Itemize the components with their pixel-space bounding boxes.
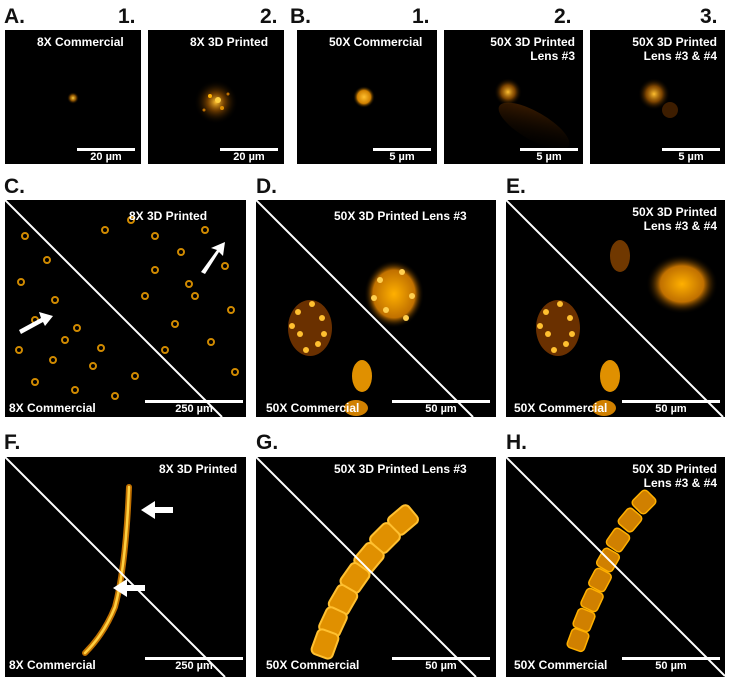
panel-label-h: H.	[506, 431, 527, 454]
caption-a1: 8X Commercial	[37, 35, 124, 49]
caption-d-bottom: 50X Commercial	[266, 401, 360, 415]
caption-b1: 50X Commercial	[329, 35, 423, 49]
scale-bar-b2: 5 µm	[520, 148, 580, 164]
fluorescence-image	[256, 457, 477, 677]
caption-e-bottom: 50X Commercial	[514, 401, 608, 415]
scale-bar-a1: 20 µm	[77, 148, 137, 164]
caption-c-bottom: 8X Commercial	[9, 401, 96, 415]
panel-g-image: 50X 3D Printed Lens #3 50X Commercial 50…	[256, 457, 496, 677]
panel-number-a2: 2.	[260, 5, 278, 28]
fluorescence-image	[5, 457, 226, 677]
caption-d-top: 50X 3D Printed Lens #3	[334, 209, 467, 223]
fluorescence-image	[638, 78, 678, 118]
fluorescence-image	[494, 78, 570, 150]
caption-h-top: 50X 3D Printed Lens #3 & #4	[632, 462, 717, 490]
panel-label-c: C.	[4, 175, 25, 198]
panel-a1-image: 8X Commercial 20 µm	[5, 30, 141, 164]
fluorescence-image	[353, 86, 375, 108]
caption-a2: 8X 3D Printed	[190, 35, 269, 49]
scale-bar-e: 50 µm	[622, 400, 722, 417]
panel-number-b3: 3.	[700, 5, 718, 28]
panel-b1-image: 50X Commercial 5 µm	[297, 30, 437, 164]
caption-b2: 50X 3D Printed Lens #3	[490, 35, 575, 63]
panel-e-image: 50X 3D Printed Lens #3 & #4 50X Commerci…	[506, 200, 725, 417]
scale-bar-g: 50 µm	[392, 657, 492, 674]
panel-b2-image: 50X 3D Printed Lens #3 5 µm	[444, 30, 583, 164]
caption-c-top: 8X 3D Printed	[129, 209, 208, 223]
scale-bar-b1: 5 µm	[373, 148, 433, 164]
panel-label-d: D.	[256, 175, 277, 198]
fluorescence-image	[194, 80, 238, 124]
fluorescence-image	[256, 200, 474, 417]
panel-label-f: F.	[4, 431, 21, 454]
scale-bar-b3: 5 µm	[662, 148, 722, 164]
panel-h-image: 50X 3D Printed Lens #3 & #4 50X Commerci…	[506, 457, 725, 677]
caption-h-bottom: 50X Commercial	[514, 658, 608, 672]
panel-label-a: A.	[4, 5, 25, 28]
fluorescence-image	[5, 200, 239, 417]
panel-label-b: B.	[290, 5, 311, 28]
panel-number-b2: 2.	[554, 5, 572, 28]
scale-bar-f: 250 µm	[145, 657, 245, 674]
panel-number-a1: 1.	[118, 5, 136, 28]
panel-b3-image: 50X 3D Printed Lens #3 & #4 5 µm	[590, 30, 725, 164]
fluorescence-image	[67, 92, 79, 104]
fluorescence-image	[506, 457, 725, 677]
panel-number-b1: 1.	[412, 5, 430, 28]
panel-c-image: 8X 3D Printed 8X Commercial 250 µm	[5, 200, 246, 417]
caption-b3: 50X 3D Printed Lens #3 & #4	[632, 35, 717, 63]
fluorescence-image	[506, 200, 724, 417]
caption-g-top: 50X 3D Printed Lens #3	[334, 462, 467, 476]
caption-e-top: 50X 3D Printed Lens #3 & #4	[632, 205, 717, 233]
scale-bar-a2: 20 µm	[220, 148, 280, 164]
panel-f-image: 8X 3D Printed 8X Commercial 250 µm	[5, 457, 246, 677]
scale-bar-h: 50 µm	[622, 657, 722, 674]
panel-a2-image: 8X 3D Printed 20 µm	[148, 30, 284, 164]
caption-f-top: 8X 3D Printed	[159, 462, 238, 476]
panel-d-image: 50X 3D Printed Lens #3 50X Commercial 50…	[256, 200, 496, 417]
panel-label-e: E.	[506, 175, 526, 198]
scale-bar-d: 50 µm	[392, 400, 492, 417]
panel-label-g: G.	[256, 431, 279, 454]
caption-g-bottom: 50X Commercial	[266, 658, 360, 672]
caption-f-bottom: 8X Commercial	[9, 658, 96, 672]
scale-bar-c: 250 µm	[145, 400, 245, 417]
